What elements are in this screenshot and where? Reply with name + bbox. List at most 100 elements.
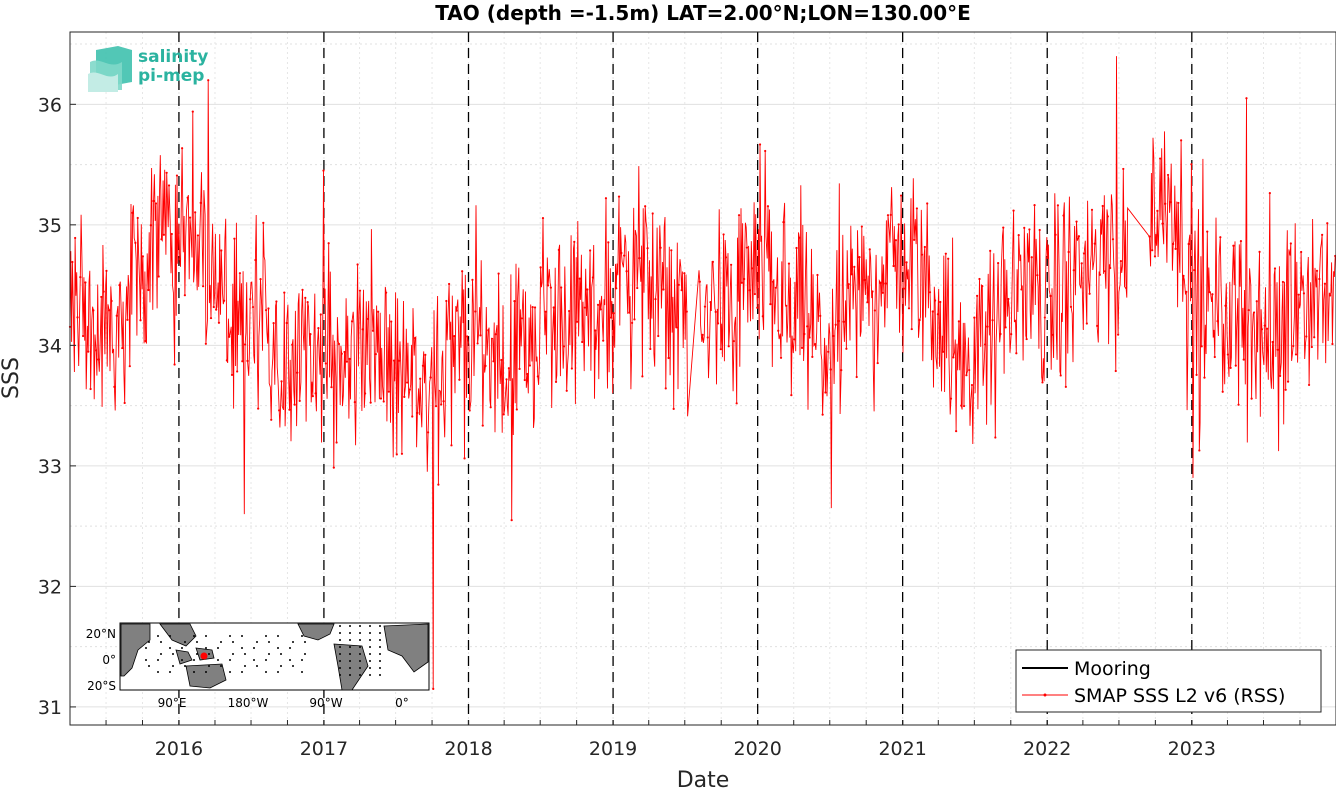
smap-data-point: [1239, 239, 1243, 243]
smap-data-point: [999, 332, 1002, 336]
smap-data-point: [1193, 269, 1196, 272]
smap-data-point: [246, 359, 249, 363]
station-dot: [160, 653, 162, 655]
smap-data-point: [1077, 235, 1081, 238]
y-tick-label: 33: [38, 456, 62, 478]
smap-data-point: [87, 350, 90, 353]
station-dot: [268, 653, 270, 655]
smap-data-point: [1279, 374, 1282, 378]
smap-data-point: [1122, 167, 1125, 171]
smap-data-point: [440, 403, 443, 406]
station-dot: [359, 625, 361, 627]
smap-data-point: [910, 327, 913, 331]
smap-data-point: [751, 267, 754, 270]
smap-data-point: [628, 311, 631, 314]
smap-data-point: [1234, 364, 1237, 367]
station-dot: [184, 665, 186, 667]
smap-data-point: [416, 411, 419, 415]
station-dot: [359, 632, 361, 634]
station-dot: [301, 635, 303, 637]
smap-data-point: [1038, 228, 1041, 232]
station-dot: [277, 635, 279, 637]
smap-data-point: [1124, 286, 1128, 290]
smap-data-point: [1036, 274, 1039, 277]
smap-data-point: [115, 314, 118, 317]
smap-data-point: [374, 353, 377, 356]
station-dot: [349, 660, 351, 662]
smap-data-point: [1237, 403, 1240, 406]
smap-data-point: [1229, 366, 1232, 369]
year-boundary-lines: [178, 32, 1193, 725]
smap-data-point: [842, 320, 845, 323]
smap-data-point: [421, 364, 425, 367]
smap-data-point: [847, 283, 850, 286]
smap-data-point: [562, 345, 566, 348]
smap-data-point: [724, 256, 728, 259]
smap-data-point: [716, 322, 720, 325]
smap-data-point: [479, 334, 482, 337]
smap-data-point: [915, 207, 919, 210]
smap-data-point: [1054, 233, 1057, 236]
station-dot: [196, 641, 198, 643]
smap-data-point: [1056, 204, 1060, 207]
y-tick-label: 35: [38, 215, 62, 237]
station-dot: [268, 641, 270, 643]
smap-data-point: [165, 171, 168, 174]
smap-data-point: [753, 292, 756, 296]
station-dot: [369, 674, 371, 676]
smap-data-point: [599, 308, 602, 311]
station-dot: [339, 632, 341, 634]
smap-data-point: [962, 404, 966, 408]
smap-data-point: [178, 257, 181, 261]
smap-data-point: [894, 239, 898, 242]
station-dot: [280, 653, 282, 655]
smap-data-point: [610, 316, 613, 319]
smap-data-point: [840, 369, 843, 372]
smap-data-point: [377, 310, 380, 313]
smap-data-point: [204, 342, 207, 345]
smap-data-point: [568, 309, 571, 313]
smap-data-point: [1051, 333, 1054, 336]
station-dot: [379, 646, 381, 648]
y-axis-label: SSS: [0, 357, 24, 399]
smap-data-point: [238, 272, 242, 275]
station-dot: [232, 653, 234, 655]
smap-data-point: [761, 315, 764, 318]
smap-data-point: [583, 306, 587, 309]
smap-data-point: [463, 457, 466, 460]
smap-data-point: [659, 246, 662, 249]
station-dot: [253, 647, 255, 649]
smap-data-point: [1321, 233, 1324, 236]
smap-data-point: [589, 249, 592, 252]
smap-data-point: [523, 378, 526, 382]
map-lat-label-equator: 0°: [102, 653, 116, 667]
smap-data-point: [157, 275, 160, 278]
smap-data-point: [1002, 226, 1005, 229]
smap-data-point: [798, 236, 801, 239]
smap-data-point: [450, 444, 453, 447]
smap-data-point: [1017, 234, 1020, 237]
smap-data-point: [845, 347, 848, 350]
smap-data-point: [711, 260, 715, 263]
y-tick-label: 32: [38, 576, 62, 598]
y-axis-ticks: 31 32 33 34 35 36: [38, 94, 76, 719]
station-dot: [148, 641, 150, 643]
smap-data-point: [936, 313, 939, 316]
smap-data-point: [1111, 238, 1115, 241]
smap-data-point: [217, 321, 221, 324]
smap-data-point: [834, 323, 837, 326]
smap-data-point: [502, 413, 505, 416]
station-dot: [349, 639, 351, 641]
smap-data-point: [366, 317, 369, 321]
legend-mooring-label: Mooring: [1074, 658, 1151, 680]
smap-data-point: [1172, 242, 1175, 246]
smap-data-point: [1200, 345, 1203, 348]
station-dot: [145, 647, 147, 649]
smap-data-point: [989, 249, 992, 252]
station-dot: [339, 646, 341, 648]
station-dot: [205, 647, 207, 649]
smap-data-point: [1156, 209, 1159, 212]
smap-data-point: [128, 365, 131, 368]
smap-data-point: [868, 248, 871, 251]
